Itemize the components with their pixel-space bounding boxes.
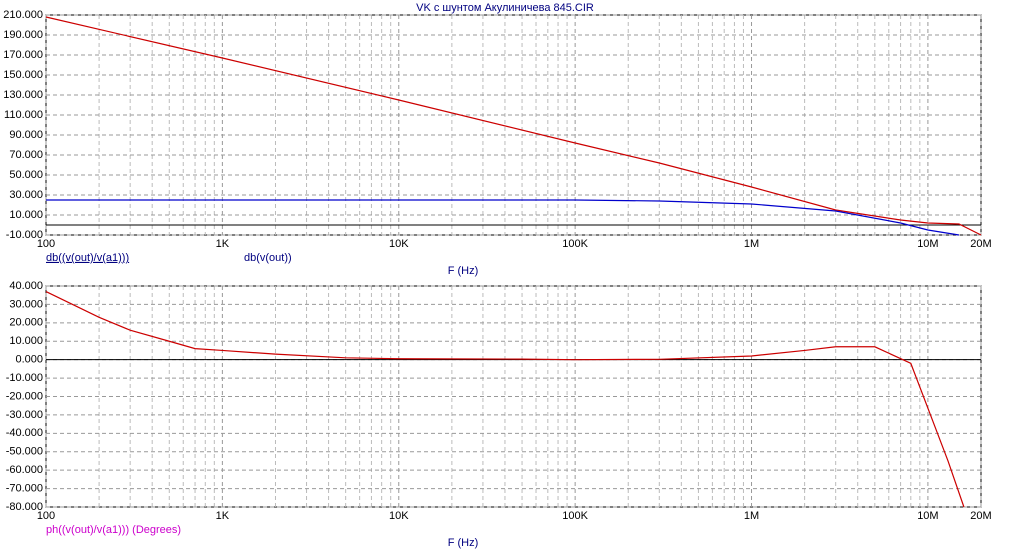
x-tick-label: 1M [744,238,759,250]
legend-label: db((v(out)/v(a1))) [46,252,129,264]
x-tick-label: 20M [970,238,991,250]
chart-title: VK с шунтом Акулиничева 845.CIR [416,2,594,14]
y-tick-label: 20.000 [9,317,43,329]
series-line [45,290,965,508]
y-tick-label: 150.000 [3,69,43,81]
y-tick-label: 40.000 [9,280,43,292]
plot-frame [45,14,982,236]
series-line [46,199,960,236]
x-tick-label: 100 [37,510,55,522]
y-tick-label: 70.000 [9,149,43,161]
y-tick-label: -60.000 [6,464,43,476]
y-tick-label: 10.000 [9,335,43,347]
y-tick-label: 170.000 [3,49,43,61]
x-tick-label: 10M [917,238,938,250]
y-tick-label: -20.000 [6,390,43,402]
y-tick-label: -50.000 [6,446,43,458]
y-tick-label: 90.000 [9,129,43,141]
x-axis-label: F (Hz) [448,537,479,549]
x-tick-label: 100K [562,238,588,250]
y-tick-label: -10.000 [6,372,43,384]
y-tick-label: 110.000 [4,109,43,121]
legend-label: db(v(out)) [244,252,292,264]
series-line [45,16,982,236]
legend-label: ph((v(out)/v(a1))) (Degrees) [46,524,181,536]
x-axis-label: F (Hz) [448,265,479,277]
x-tick-label: 10K [389,510,409,522]
y-tick-label: 190.000 [3,29,43,41]
y-tick-label: -80.000 [6,501,43,513]
y-tick-label: -70.000 [6,482,43,494]
x-tick-label: 1M [744,510,759,522]
y-tick-label: 30.000 [9,189,43,201]
x-tick-label: 100 [37,238,55,250]
y-tick-label: 210.000 [3,9,43,21]
y-tick-label: 30.000 [9,298,43,310]
y-tick-label: 0.000 [15,354,43,366]
x-tick-label: 1K [216,238,230,250]
x-tick-label: 1K [216,510,230,522]
y-tick-label: 130.000 [3,89,43,101]
y-tick-label: -10.000 [6,229,43,241]
x-tick-label: 100K [562,510,588,522]
y-tick-label: 10.000 [9,209,43,221]
y-tick-label: -40.000 [6,427,43,439]
y-tick-label: 50.000 [9,169,43,181]
x-tick-label: 10K [389,238,409,250]
x-tick-label: 20M [970,510,991,522]
x-tick-label: 10M [917,510,938,522]
y-tick-label: -30.000 [6,409,43,421]
